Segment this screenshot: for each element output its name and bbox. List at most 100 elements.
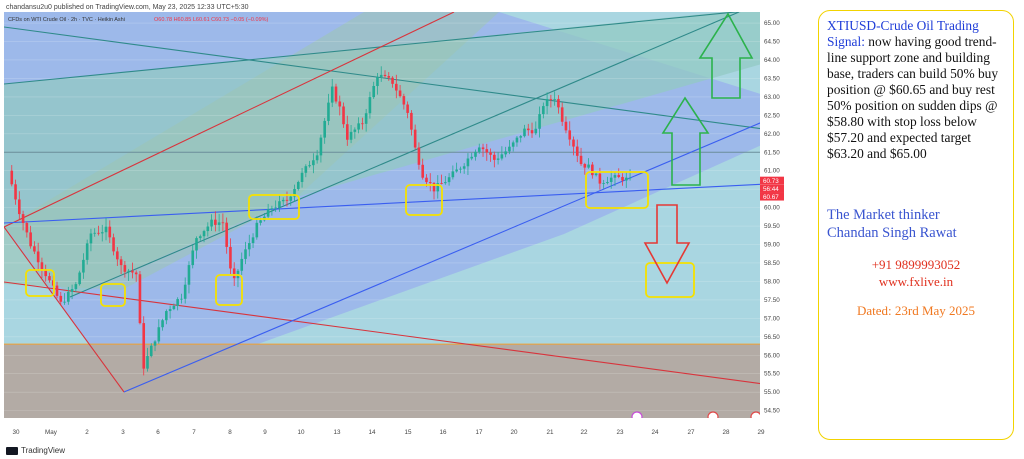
candle-body-18	[74, 284, 78, 290]
candle-body-125	[477, 147, 481, 152]
y-tick-label-12: 59.00	[764, 242, 780, 249]
candle-body-164	[624, 177, 628, 181]
candle-body-137	[523, 128, 526, 137]
y-tick-label-4: 63.00	[764, 94, 780, 101]
candle-body-67	[259, 220, 262, 223]
candle-body-95	[364, 113, 368, 124]
candle-body-147	[560, 107, 564, 122]
candle-body-142	[542, 106, 545, 115]
candle-body-132	[504, 151, 507, 155]
candle-body-102	[391, 77, 394, 84]
y-tick-label-0: 65.00	[764, 20, 780, 27]
candle-body-119	[455, 169, 458, 172]
candle-body-2	[14, 184, 17, 200]
candle-body-54	[210, 219, 213, 227]
highlight-box-3	[248, 194, 300, 220]
chart-canvas[interactable]: 65.00 64.50 64.00 63.50 63.00 62.50 62.00 61.50…	[4, 12, 784, 444]
candle-body-162	[617, 175, 621, 177]
candle-body-17	[70, 289, 74, 292]
candle-body-87	[334, 86, 338, 102]
y-tick-label-17: 56.50	[764, 334, 780, 341]
x-tick-label-21: 29	[757, 429, 765, 436]
candle-body-83	[319, 137, 323, 156]
y-tick-label-6: 62.00	[764, 131, 780, 138]
price-chart[interactable]: 65.00 64.50 64.00 63.50 63.00 62.50 62.00 61.50…	[4, 12, 784, 444]
candle-body-56	[217, 222, 221, 225]
candle-body-31	[123, 265, 127, 272]
candle-body-145	[553, 99, 556, 100]
x-tick-label-7: 9	[263, 429, 267, 436]
x-tick-label-11: 15	[404, 429, 412, 436]
candle-body-84	[323, 120, 326, 138]
x-tick-label-8: 10	[297, 429, 305, 436]
y-tick-label-3: 63.50	[764, 75, 780, 82]
candle-body-16	[67, 291, 70, 302]
candle-body-32	[127, 270, 130, 272]
x-tick-label-2: 2	[85, 429, 89, 436]
candle-body-78	[300, 172, 304, 182]
author-line1: The Market thinker	[827, 207, 940, 223]
x-tick-label-20: 28	[722, 429, 730, 436]
candle-body-103	[395, 83, 398, 91]
candles	[10, 66, 632, 376]
y-tick-label-11: 59.50	[764, 223, 780, 230]
author-line2: Chandan Singh Rawat	[827, 225, 957, 241]
x-tick-label-9: 13	[333, 429, 341, 436]
candle-body-108	[413, 129, 417, 148]
candle-body-122	[466, 158, 470, 167]
website-link[interactable]: www.fxlive.in	[878, 274, 954, 289]
candle-body-46	[180, 298, 183, 300]
y-axis: 65.00 64.50 64.00 63.50 63.00 62.50 62.00 61.50…	[760, 12, 784, 444]
candle-body-97	[372, 86, 375, 98]
candle-body-10	[44, 269, 47, 277]
candle-body-52	[202, 231, 206, 237]
candle-body-77	[296, 181, 300, 189]
candle-body-101	[387, 76, 391, 78]
candle-body-73	[281, 199, 285, 202]
price-label-2: 60.67	[763, 194, 779, 201]
footer-brand: TradingView	[6, 446, 65, 455]
candle-body-70	[270, 208, 274, 210]
candle-body-143	[545, 99, 549, 107]
candle-body-79	[304, 166, 308, 173]
candle-body-8	[36, 251, 40, 263]
y-tick-label-16: 57.00	[764, 315, 780, 322]
candle-body-141	[538, 114, 541, 129]
candle-body-90	[346, 124, 349, 140]
candle-body-115	[440, 183, 443, 184]
candle-body-109	[417, 147, 421, 165]
candle-body-76	[293, 188, 296, 197]
candle-body-135	[515, 137, 519, 143]
candle-body-53	[206, 226, 210, 232]
candle-body-44	[172, 305, 176, 310]
y-axis-background	[760, 12, 784, 444]
candle-body-80	[308, 165, 311, 167]
candle-body-163	[621, 176, 624, 181]
candle-body-26	[104, 226, 108, 233]
y-tick-label-14: 58.00	[764, 278, 780, 285]
candle-body-128	[489, 152, 492, 155]
candle-body-27	[108, 226, 112, 238]
candle-body-151	[575, 146, 579, 156]
candle-body-51	[198, 236, 202, 239]
candle-body-28	[112, 237, 115, 252]
candle-body-136	[519, 136, 523, 138]
candle-body-22	[89, 233, 93, 244]
candle-body-94	[361, 123, 364, 125]
candle-body-6	[29, 232, 32, 247]
candle-body-116	[444, 182, 447, 184]
y-tick-label-8: 61.00	[764, 168, 780, 175]
target-arrow-up-lower	[661, 96, 710, 186]
trend-lines	[4, 12, 784, 393]
x-tick-label-1: May	[45, 429, 58, 436]
candle-body-71	[274, 207, 277, 209]
candle-body-99	[379, 74, 383, 78]
candle-body-50	[195, 238, 198, 251]
candle-body-138	[526, 128, 530, 131]
candle-body-69	[266, 209, 270, 217]
candle-body-55	[214, 219, 217, 225]
candle-body-139	[530, 130, 534, 134]
x-tick-label-14: 20	[510, 429, 518, 436]
candle-body-72	[278, 201, 281, 208]
candle-body-133	[508, 146, 511, 152]
